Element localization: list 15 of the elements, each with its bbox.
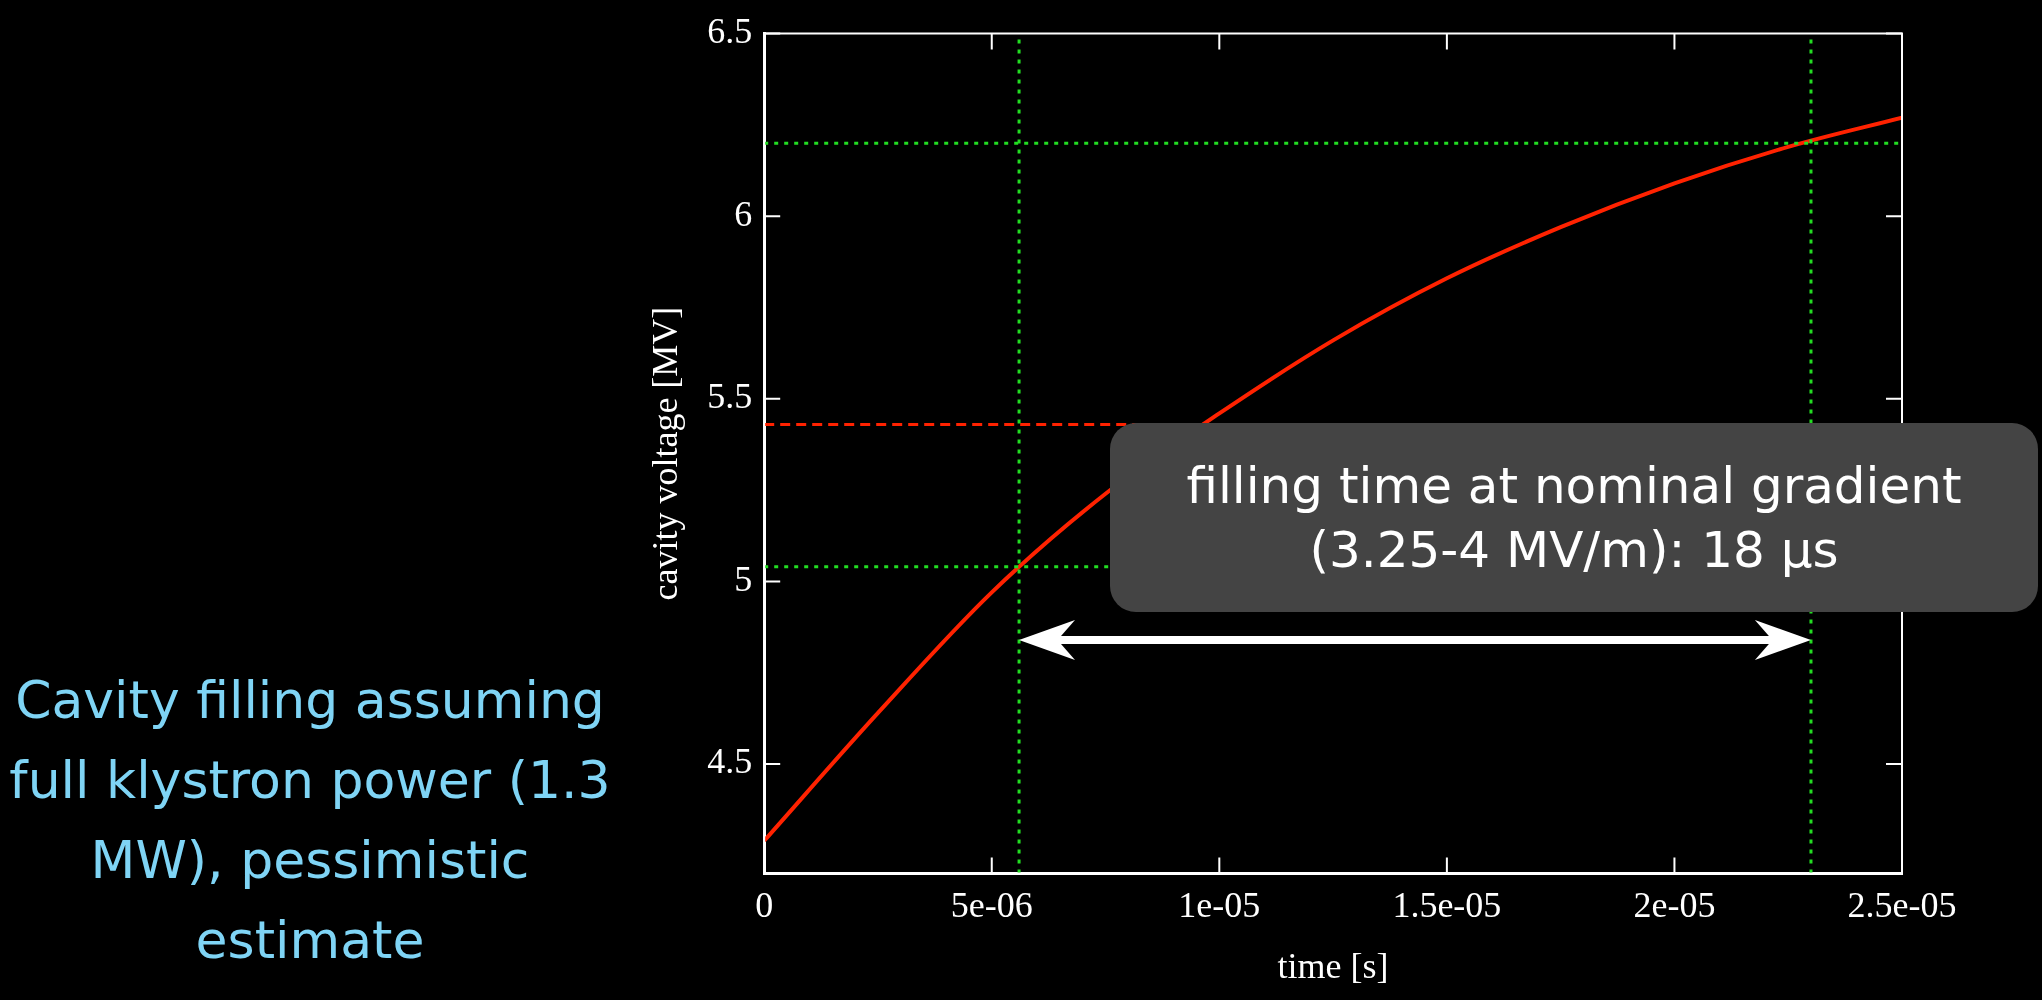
y-tick-label: 5.5	[707, 376, 753, 417]
y-tick-label: 5	[734, 558, 753, 599]
x-tick-label: 0	[755, 884, 774, 925]
x-tick-label: 1e-05	[1178, 884, 1261, 925]
annotation: filling time at nominal gradient (3.25-4 MV/m): 18 μs	[1110, 423, 2038, 612]
x-tick-label: 1.5e-05	[1392, 884, 1502, 925]
y-tick-label: 6.5	[707, 11, 753, 52]
x-tick-label: 2.5e-05	[1847, 884, 1957, 925]
x-tick-label: 5e-06	[950, 884, 1033, 925]
x-axis-title: time [s]	[1277, 945, 1389, 986]
y-tick-label: 4.5	[707, 741, 753, 782]
y-axis-title: cavity voltage [MV]	[645, 306, 686, 601]
x-tick-label: 2e-05	[1633, 884, 1716, 925]
y-tick-label: 6	[734, 193, 753, 234]
text: Cavity filling assuming full klystron power (1.3 MW), pessimistic estimate	[8, 669, 612, 972]
